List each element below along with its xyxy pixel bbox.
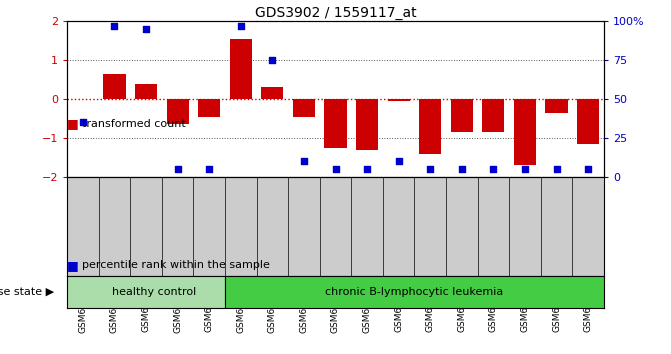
Bar <box>225 276 604 308</box>
Text: transformed count: transformed count <box>82 119 186 129</box>
Bar <box>451 99 473 132</box>
Bar <box>577 99 599 144</box>
Bar <box>388 99 410 101</box>
Bar <box>514 99 536 165</box>
Bar <box>546 99 568 113</box>
Text: percentile rank within the sample: percentile rank within the sample <box>82 261 270 270</box>
Point <box>362 166 372 172</box>
Text: ■: ■ <box>67 118 79 130</box>
Point <box>299 159 309 164</box>
Point <box>78 120 89 125</box>
Point <box>582 166 593 172</box>
Bar <box>261 87 283 99</box>
Bar <box>103 74 125 99</box>
Bar <box>198 99 220 117</box>
Point <box>425 166 435 172</box>
Point <box>393 159 404 164</box>
Bar <box>67 276 225 308</box>
Point <box>172 166 183 172</box>
Point <box>551 166 562 172</box>
Bar <box>325 99 346 148</box>
Bar <box>356 99 378 150</box>
Text: chronic B-lymphocytic leukemia: chronic B-lymphocytic leukemia <box>325 287 503 297</box>
Text: healthy control: healthy control <box>112 287 196 297</box>
Bar <box>166 99 189 125</box>
Point <box>267 57 278 63</box>
Point <box>519 166 530 172</box>
Text: ■: ■ <box>67 259 79 272</box>
Bar <box>135 84 157 99</box>
Bar <box>229 39 252 99</box>
Point <box>204 166 215 172</box>
Point <box>456 166 467 172</box>
Point <box>488 166 499 172</box>
Bar <box>293 99 315 117</box>
Bar <box>419 99 442 154</box>
Text: disease state ▶: disease state ▶ <box>0 287 54 297</box>
Title: GDS3902 / 1559117_at: GDS3902 / 1559117_at <box>255 6 416 20</box>
Point <box>109 23 120 29</box>
Point <box>236 23 246 29</box>
Point <box>330 166 341 172</box>
Bar <box>482 99 505 132</box>
Point <box>141 26 152 32</box>
